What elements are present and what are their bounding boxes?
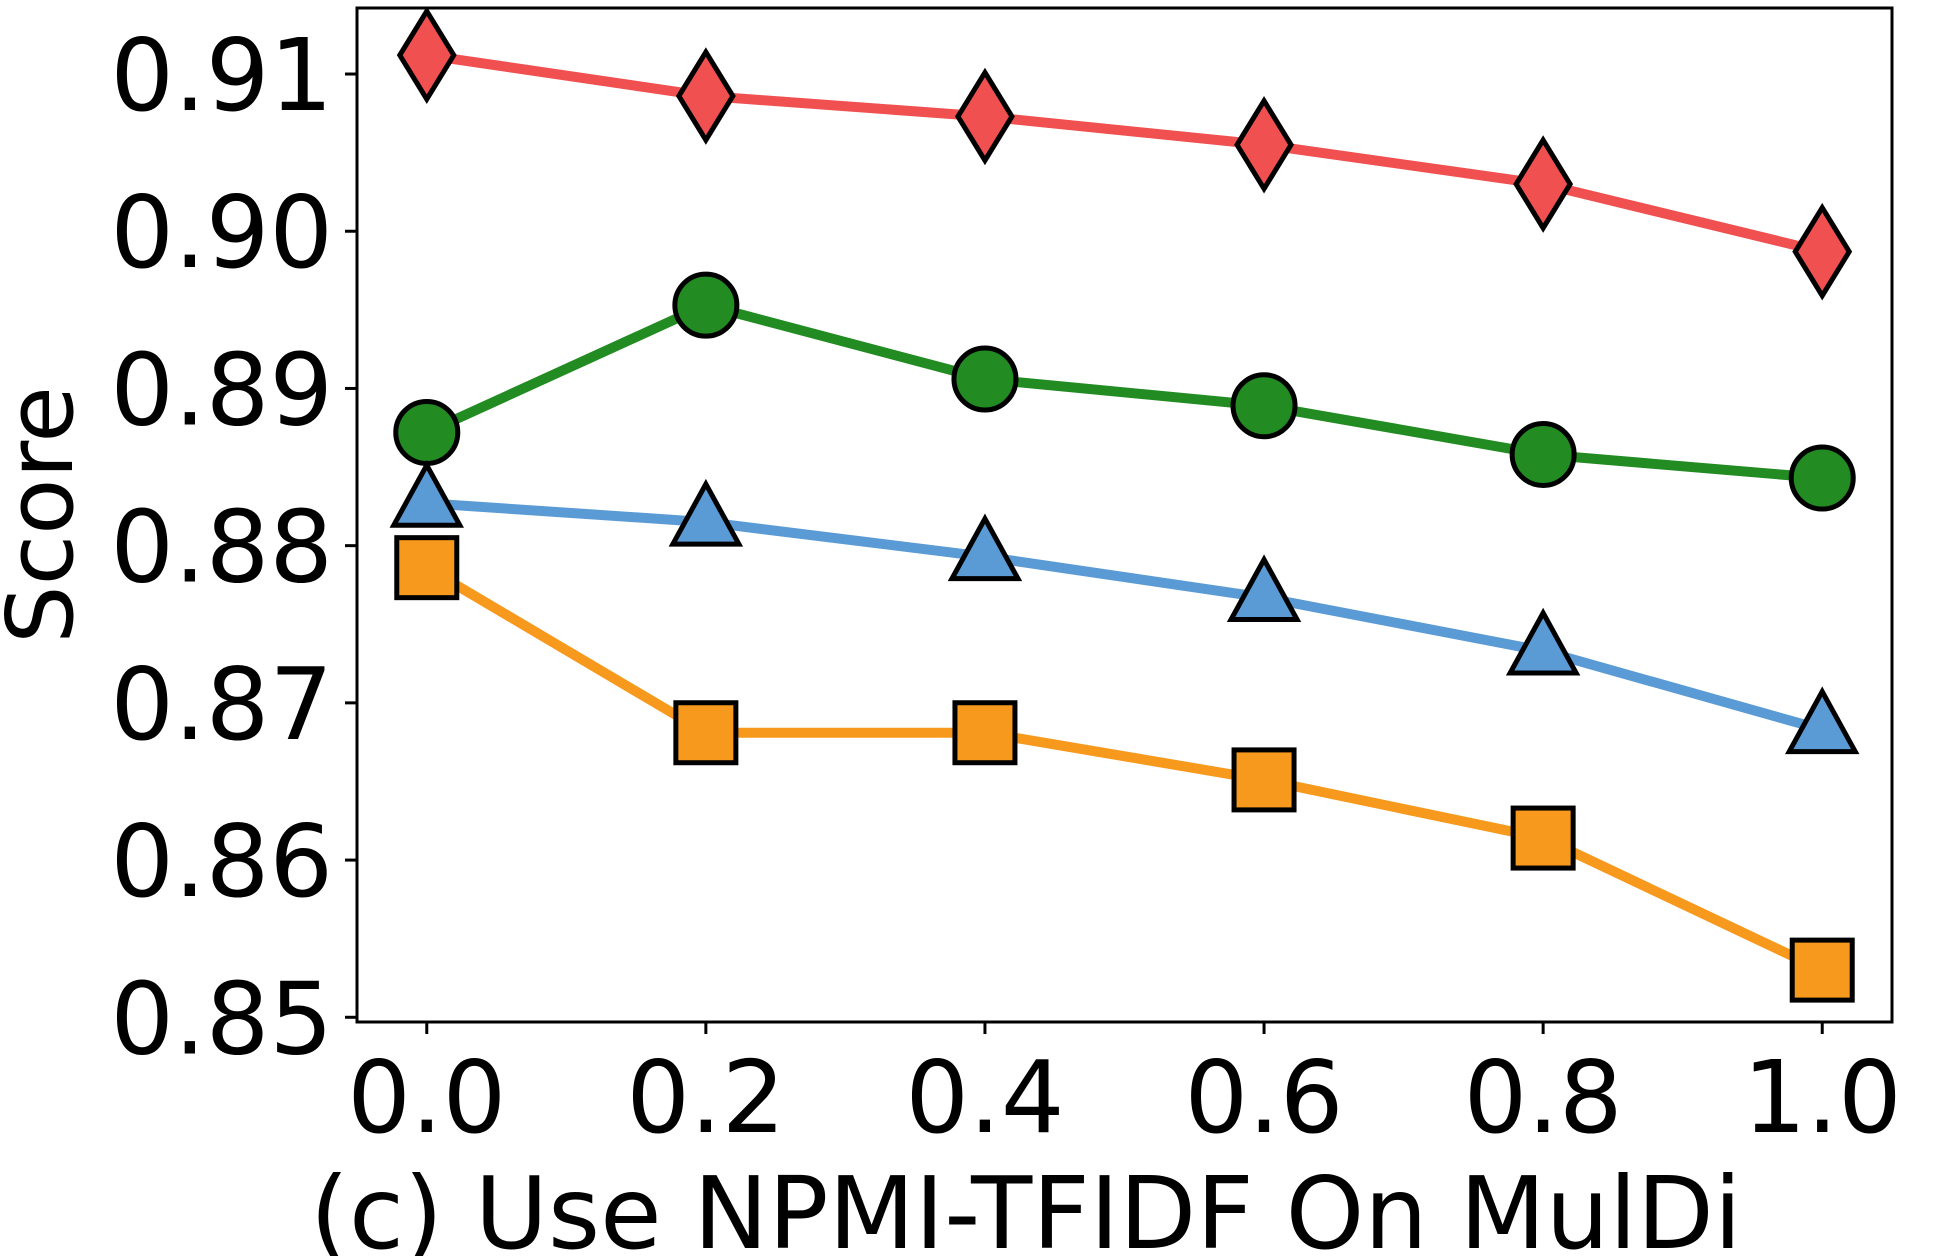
data-point-blue-triangle: [1226, 554, 1302, 623]
y-tick-label: 0.90: [110, 174, 333, 291]
data-point-green-circle: [1509, 420, 1577, 488]
x-tick-label: 0.4: [905, 1039, 1064, 1156]
data-point-red-diamond: [396, 6, 457, 104]
data-point-red-diamond: [1513, 135, 1574, 233]
plot-area: [389, 6, 1860, 1003]
data-point-blue-triangle: [947, 513, 1023, 582]
x-tick-label: 0.0: [347, 1039, 506, 1156]
data-point-green-circle: [1230, 372, 1298, 440]
y-tick-label: 0.91: [110, 17, 333, 134]
series-line-green-circle: [424, 300, 1823, 484]
data-point-blue-triangle: [1505, 607, 1581, 676]
series-line-blue-triangle: [426, 498, 1824, 735]
data-point-orange-square: [673, 700, 739, 766]
data-point-green-circle: [393, 398, 461, 466]
data-point-orange-square: [952, 700, 1018, 766]
y-tick-label: 0.85: [110, 960, 333, 1077]
series-line-red-diamond: [426, 50, 1824, 257]
data-point-orange-square: [1231, 747, 1297, 813]
series-line-orange-square: [424, 563, 1825, 975]
data-point-blue-triangle: [668, 478, 744, 547]
x-tick-label: 0.2: [626, 1039, 785, 1156]
data-point-red-diamond: [955, 67, 1015, 166]
y-tick-label: 0.88: [110, 489, 333, 606]
y-tick-label: 0.87: [110, 646, 333, 763]
data-point-green-circle: [951, 345, 1019, 413]
axes: 0.85 0.86 0.87 0.88 0.89 0.90 0.91 0.0 0.2 0.4 0.6…: [110, 17, 1901, 1156]
data-point-green-circle: [1788, 444, 1856, 512]
data-point-red-diamond: [1792, 202, 1853, 301]
data-point-red-diamond: [675, 47, 736, 145]
data-point-blue-triangle: [389, 460, 465, 528]
plot-frame: [355, 6, 1894, 1024]
data-point-orange-square: [1789, 937, 1855, 1003]
y-axis-label: Score: [0, 386, 94, 644]
data-point-orange-square: [1510, 805, 1576, 871]
x-tick-label: 1.0: [1743, 1039, 1902, 1156]
x-axis-label: (c) Use NPMI-TFIDF On MulDi: [310, 1155, 1742, 1256]
data-point-green-circle: [672, 271, 740, 339]
x-tick-label: 0.8: [1464, 1039, 1623, 1156]
data-point-orange-square: [394, 535, 460, 601]
data-point-blue-triangle: [1784, 686, 1860, 755]
x-tick-label: 0.6: [1185, 1039, 1344, 1156]
y-tick-label: 0.89: [110, 331, 333, 448]
y-tick-label: 0.86: [110, 803, 333, 920]
data-point-red-diamond: [1234, 95, 1294, 194]
